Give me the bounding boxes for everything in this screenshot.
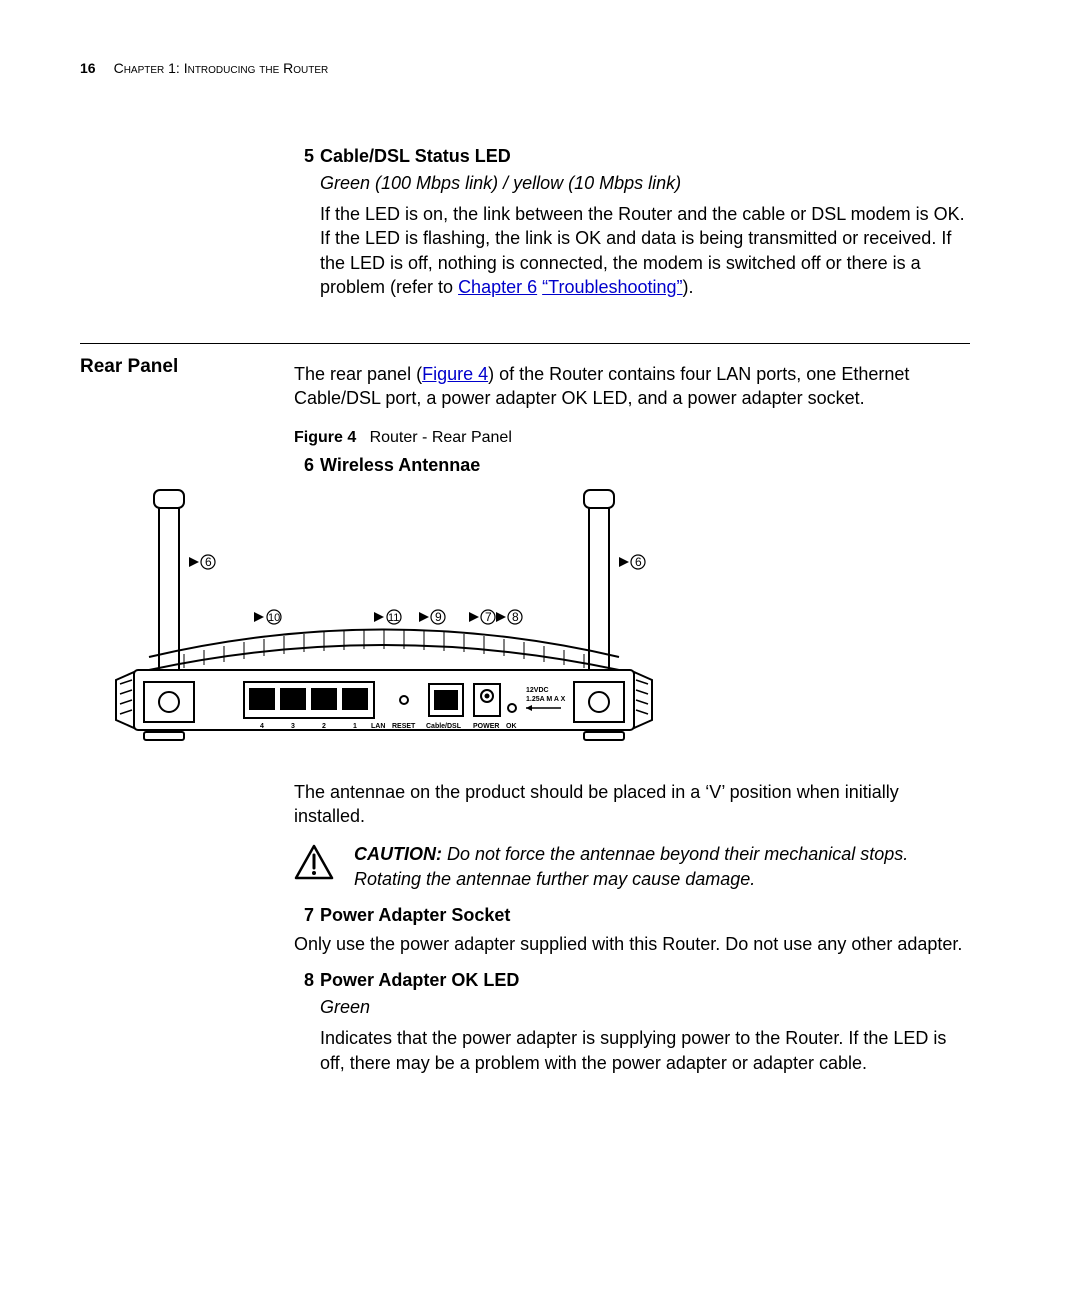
section-rule	[80, 343, 970, 344]
list-item-5: 5 Cable/DSL Status LED	[294, 146, 970, 167]
caution-icon	[294, 842, 348, 887]
svg-text:OK: OK	[506, 723, 517, 730]
item6-body: The antennae on the product should be pl…	[294, 780, 970, 829]
item-title: Power Adapter Socket	[320, 905, 970, 926]
svg-text:POWER: POWER	[473, 723, 499, 730]
figure-caption: Figure 4 Router - Rear Panel	[294, 429, 970, 447]
svg-text:2: 2	[322, 723, 326, 730]
svg-text:4: 4	[260, 723, 264, 730]
list-item-7: 7 Power Adapter Socket	[294, 905, 970, 926]
item-title: Wireless Antennae	[320, 455, 970, 476]
list-item-8: 8 Power Adapter OK LED	[294, 970, 970, 991]
item7-body: Only use the power adapter supplied with…	[294, 932, 970, 956]
caution-text: CAUTION: Do not force the antennae beyon…	[354, 842, 970, 891]
svg-text:6: 6	[635, 555, 642, 569]
link-troubleshooting[interactable]: “Troubleshooting”	[542, 277, 682, 297]
svg-text:Cable/DSL: Cable/DSL	[426, 723, 462, 730]
svg-text:RESET: RESET	[392, 723, 416, 730]
figure-router-rear: 12VDC 1.25A M A X 4 3 2 1 LAN RESET Cabl…	[74, 482, 694, 762]
item8-body: Indicates that the power adapter is supp…	[320, 1026, 970, 1075]
rear-panel-intro: The rear panel (Figure 4) of the Router …	[294, 362, 970, 411]
item8-subhead: Green	[320, 997, 970, 1018]
svg-text:3: 3	[291, 723, 295, 730]
item-number: 6	[294, 455, 316, 476]
item5-subhead: Green (100 Mbps link) / yellow (10 Mbps …	[320, 173, 970, 194]
item-number: 5	[294, 146, 316, 167]
item-title: Cable/DSL Status LED	[320, 146, 970, 167]
svg-text:LAN: LAN	[371, 723, 385, 730]
item-number: 7	[294, 905, 316, 926]
running-head: 16 Chapter 1: Introducing the Router	[80, 60, 970, 76]
svg-text:11: 11	[388, 612, 399, 624]
item-number: 8	[294, 970, 316, 991]
chapter-title: Chapter 1: Introducing the Router	[114, 60, 329, 76]
svg-text:8: 8	[512, 610, 519, 624]
svg-text:1: 1	[353, 723, 357, 730]
item5-body: If the LED is on, the link between the R…	[320, 202, 970, 299]
page-number: 16	[80, 60, 96, 76]
svg-text:10: 10	[268, 612, 280, 624]
svg-text:9: 9	[435, 610, 442, 624]
list-item-6: 6 Wireless Antennae	[294, 455, 970, 476]
link-figure4[interactable]: Figure 4	[422, 364, 488, 384]
svg-text:1.25A M A X: 1.25A M A X	[526, 696, 566, 703]
svg-text:12VDC: 12VDC	[526, 687, 549, 694]
svg-text:6: 6	[205, 555, 212, 569]
link-chapter6[interactable]: Chapter 6	[458, 277, 537, 297]
item-title: Power Adapter OK LED	[320, 970, 970, 991]
caution-block: CAUTION: Do not force the antennae beyon…	[294, 842, 970, 891]
svg-text:7: 7	[485, 610, 492, 624]
